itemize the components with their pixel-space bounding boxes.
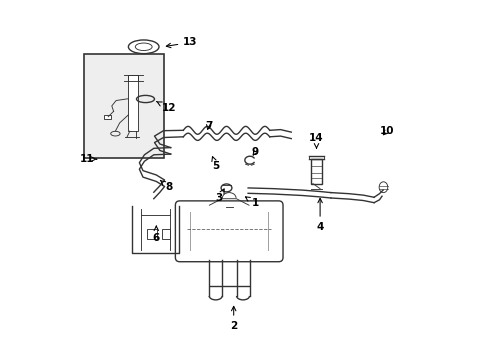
Text: 10: 10 [379, 126, 393, 136]
Bar [84, 54, 163, 158]
Text: 4: 4 [316, 198, 323, 232]
FancyBboxPatch shape [175, 201, 283, 262]
Text: 2: 2 [230, 306, 237, 331]
Text: 6: 6 [152, 226, 160, 243]
Bar [128, 75, 138, 131]
Text: 5: 5 [211, 157, 219, 171]
Text: 3: 3 [215, 189, 224, 203]
Text: 1: 1 [245, 197, 258, 208]
Text: 11: 11 [80, 154, 97, 164]
Text: 7: 7 [204, 121, 212, 131]
Text: 9: 9 [251, 147, 258, 157]
Bar [310, 159, 322, 184]
Text: 8: 8 [160, 180, 172, 192]
Bar [162, 229, 169, 239]
Text: 12: 12 [156, 102, 176, 113]
Bar [103, 115, 111, 119]
Text: 13: 13 [166, 37, 197, 48]
Text: 14: 14 [308, 132, 323, 148]
Bar [146, 229, 157, 239]
